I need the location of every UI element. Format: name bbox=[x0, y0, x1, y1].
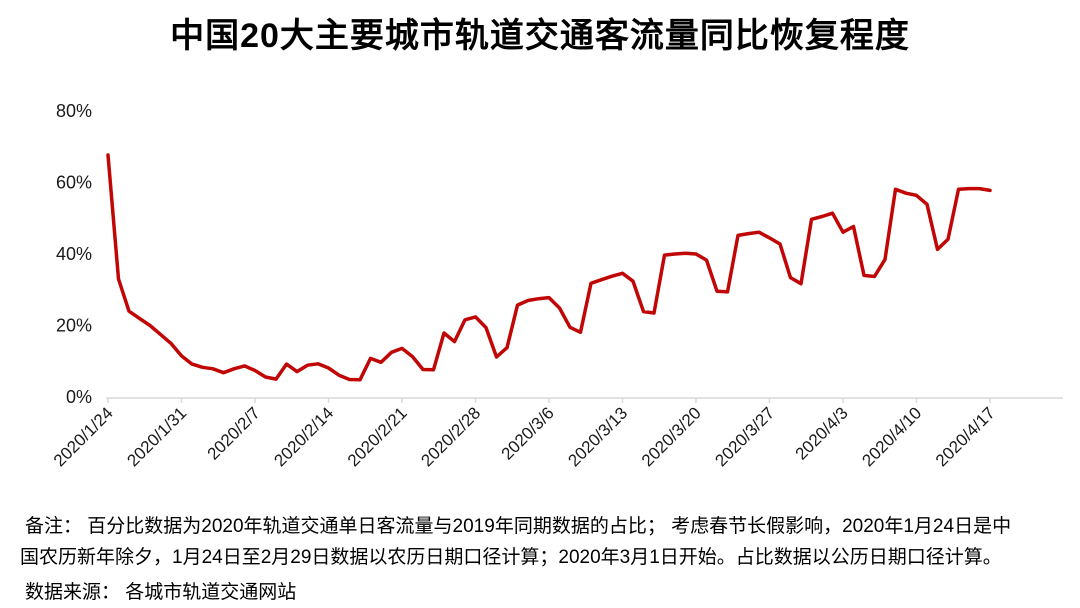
x-axis-label: 2020/2/7 bbox=[204, 403, 264, 463]
line-chart: 0% 20% 40% 60% 80% 2020/1/24 2020/1/31 2020/2/7… bbox=[50, 101, 1063, 470]
recovery-rate-line bbox=[106, 153, 992, 382]
x-axis-label: 2020/2/28 bbox=[417, 403, 484, 470]
x-axis-label: 2020/4/3 bbox=[792, 403, 852, 463]
x-axis-label: 2020/3/6 bbox=[498, 403, 558, 463]
x-axis-label: 2020/4/17 bbox=[932, 403, 999, 470]
footnote-line-1: 备注： 百分比数据为2020年轨道交通单日客流量与2019年同期数据的占比； 考… bbox=[25, 516, 1012, 537]
x-axis-label: 2020/3/13 bbox=[564, 403, 631, 470]
x-axis-label: 2020/3/27 bbox=[711, 403, 778, 470]
x-axis-label: 2020/1/31 bbox=[123, 403, 190, 470]
y-axis-label: 20% bbox=[56, 316, 92, 336]
chart-title: 中国20大主要城市轨道交通客流量同比恢复程度 bbox=[170, 17, 910, 55]
data-source-note: 数据来源： 各城市轨道交通网站 bbox=[25, 582, 297, 603]
x-axis-label: 2020/1/24 bbox=[50, 403, 117, 470]
footnote-line-2: 国农历新年除夕，1月24日至2月29日数据以农历日期口径计算；2020年3月1日… bbox=[20, 547, 1002, 568]
y-axis-label: 60% bbox=[56, 173, 92, 193]
y-axis-label: 40% bbox=[56, 244, 92, 264]
x-axis-label: 2020/4/10 bbox=[858, 403, 925, 470]
x-axis-label: 2020/2/21 bbox=[344, 403, 411, 470]
x-axis-label: 2020/2/14 bbox=[270, 403, 337, 470]
y-axis-label: 0% bbox=[66, 387, 92, 407]
x-axis-label: 2020/3/20 bbox=[638, 403, 705, 470]
y-axis-label: 80% bbox=[56, 101, 92, 121]
